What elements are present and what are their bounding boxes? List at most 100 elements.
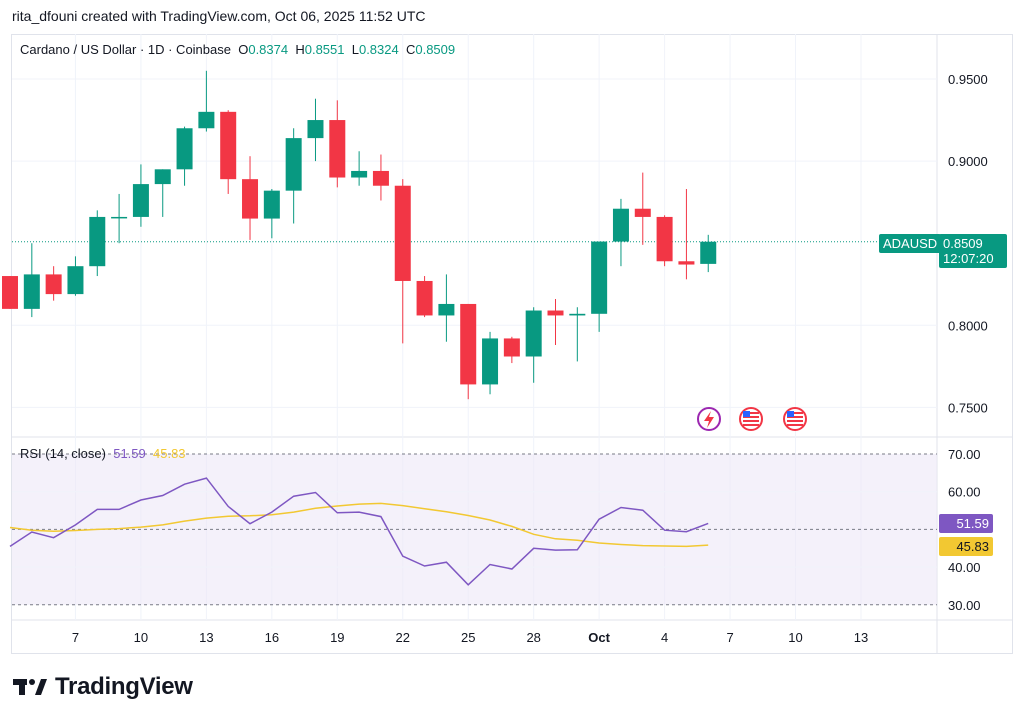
flag-stripe	[787, 416, 803, 418]
time-tick-label: Oct	[588, 630, 610, 645]
time-tick-label: 4	[661, 630, 668, 645]
rsi-tick-label: 70.00	[948, 447, 981, 462]
candle	[67, 256, 84, 296]
candle-body	[612, 208, 629, 242]
flag-stripe	[743, 420, 759, 422]
candle	[416, 276, 433, 318]
close-value: 0.8509	[415, 42, 456, 57]
bar-countdown: 12:07:20	[943, 251, 994, 266]
rsi-tick-label: 40.00	[948, 560, 981, 575]
rsi-legend: RSI (14, close) 51.59 45.83	[20, 446, 186, 461]
brand-name: TradingView	[55, 673, 193, 700]
candle-body	[460, 303, 477, 385]
candle	[372, 154, 389, 201]
candle-body	[482, 338, 499, 385]
price-tick-label: 0.9000	[948, 154, 988, 169]
candle-body	[700, 241, 717, 264]
rsi-ma-price-badge: 45.83	[939, 537, 993, 556]
candle	[438, 274, 455, 342]
candle-body	[351, 170, 368, 178]
open-label: O	[238, 42, 249, 57]
candle	[198, 70, 215, 132]
candle-body	[45, 274, 62, 295]
us-flag-icon	[783, 407, 807, 431]
time-tick-label: 16	[265, 630, 279, 645]
candle-body	[591, 241, 608, 314]
candle-body	[438, 303, 455, 316]
candle	[263, 189, 280, 239]
candle-body	[678, 261, 695, 265]
candle-body	[634, 208, 651, 217]
candle	[656, 215, 673, 267]
candle-body	[220, 111, 237, 180]
candle	[2, 276, 18, 309]
rsi-tick-label: 60.00	[948, 485, 981, 500]
candle	[525, 307, 542, 383]
candle	[482, 331, 499, 395]
lightning-bolt	[704, 411, 714, 428]
candle-body	[176, 128, 193, 170]
candle	[176, 126, 193, 186]
candle-body	[656, 216, 673, 262]
candle-body	[242, 179, 259, 219]
candle-body	[198, 111, 215, 129]
candle-body	[2, 276, 18, 309]
low-value: 0.8324	[358, 42, 399, 57]
time-tick-label: 22	[396, 630, 410, 645]
time-tick-label: 10	[134, 630, 148, 645]
candle-body	[111, 216, 128, 219]
time-tick-label: 19	[330, 630, 344, 645]
candle-body	[503, 338, 520, 357]
rsi-value: 51.59	[113, 446, 146, 461]
flag-stripe	[743, 416, 759, 418]
us-flag-icon	[739, 407, 763, 431]
rsi-line	[9, 477, 709, 586]
candle	[307, 98, 324, 162]
candle	[678, 189, 695, 280]
candle-body	[569, 313, 586, 316]
candle-body	[329, 120, 346, 178]
candle-body	[394, 185, 411, 281]
candle	[569, 307, 586, 362]
candle	[23, 243, 40, 318]
price-tick-label: 0.9500	[948, 72, 988, 87]
price-tick-label: 0.8000	[948, 318, 988, 333]
candle	[700, 234, 717, 273]
time-tick-label: 13	[854, 630, 868, 645]
candle-body	[285, 138, 302, 191]
candle	[612, 198, 629, 267]
candle	[154, 169, 171, 217]
symbol-legend: Cardano / US Dollar · 1D · Coinbase O0.8…	[20, 42, 455, 57]
candle-body	[547, 310, 564, 316]
rsi-price-badge: 51.59	[939, 514, 993, 533]
candle	[220, 110, 237, 194]
candle	[242, 156, 259, 240]
created-by-text: rita_dfouni created with TradingView.com…	[12, 8, 426, 24]
candle	[591, 241, 608, 332]
rsi-ma-line	[9, 502, 709, 548]
candle	[285, 128, 302, 224]
candle	[45, 266, 62, 301]
flag-stripe	[743, 412, 759, 414]
low-label: L	[351, 42, 359, 57]
time-tick-label: 10	[788, 630, 802, 645]
candle	[547, 299, 564, 346]
candle	[634, 172, 651, 245]
open-value: 0.8374	[248, 42, 289, 57]
price-tick-label: 0.7500	[948, 400, 988, 415]
rsi-tick-label: 30.00	[948, 598, 981, 613]
time-tick-label: 25	[461, 630, 475, 645]
candle-body	[23, 274, 40, 309]
candle	[132, 164, 149, 227]
rsi-ma-value: 45.83	[153, 446, 186, 461]
candle	[394, 179, 411, 344]
candle	[329, 100, 346, 188]
time-tick-label: 28	[526, 630, 540, 645]
time-tick-label: 13	[199, 630, 213, 645]
candle	[351, 151, 368, 186]
time-tick-label: 7	[726, 630, 733, 645]
candle-body	[89, 216, 106, 267]
tradingview-logo: TradingView	[13, 673, 193, 701]
flag-stripe	[787, 424, 803, 426]
